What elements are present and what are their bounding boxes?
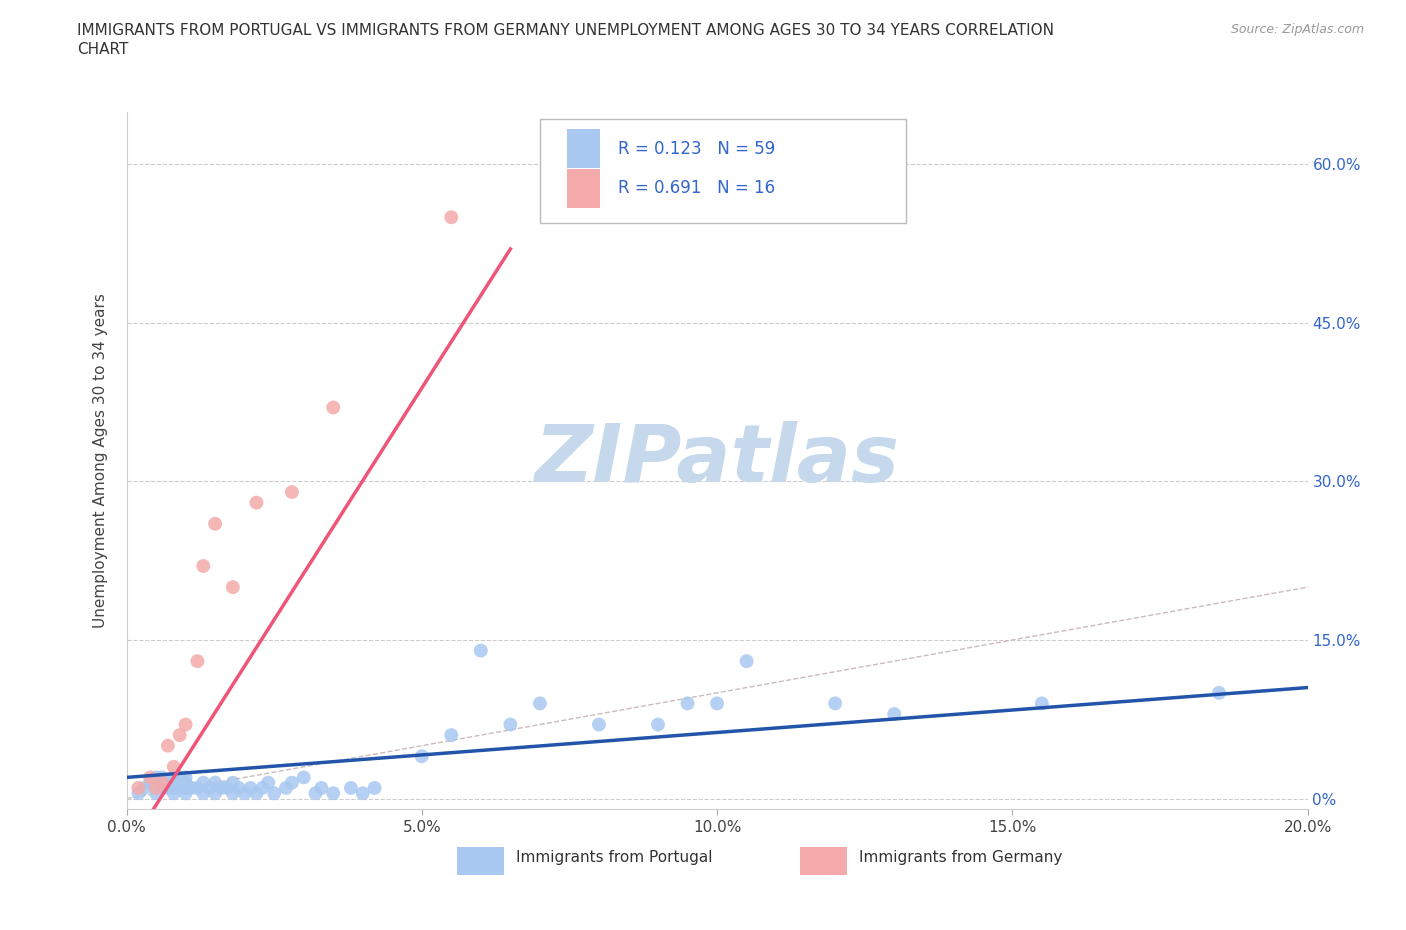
Point [281, 776, 304, 790]
Text: CHART: CHART [77, 42, 129, 57]
Point [824, 696, 846, 711]
Point [169, 770, 191, 785]
Point [150, 780, 173, 795]
Text: Source: ZipAtlas.com: Source: ZipAtlas.com [1230, 23, 1364, 36]
Point [174, 786, 197, 801]
Point [193, 776, 215, 790]
Point [163, 760, 186, 775]
Point [163, 780, 186, 795]
Point [311, 780, 333, 795]
Point [440, 727, 463, 742]
Text: Immigrants from Portugal: Immigrants from Portugal [516, 850, 713, 866]
Point [156, 738, 179, 753]
Point [139, 776, 162, 790]
Point [198, 780, 221, 795]
Point [156, 776, 179, 790]
Point [215, 780, 238, 795]
Point [499, 717, 522, 732]
Point [1208, 685, 1230, 700]
Point [186, 654, 208, 669]
Point [204, 516, 226, 531]
Point [180, 780, 202, 795]
Y-axis label: Unemployment Among Ages 30 to 34 years: Unemployment Among Ages 30 to 34 years [93, 293, 108, 628]
Point [883, 707, 905, 722]
Point [222, 786, 245, 801]
Point [735, 654, 758, 669]
Point [252, 780, 274, 795]
Point [204, 776, 226, 790]
Point [186, 780, 208, 795]
Point [274, 780, 297, 795]
Point [676, 696, 699, 711]
Text: Immigrants from Germany: Immigrants from Germany [859, 850, 1062, 866]
Point [156, 780, 179, 795]
Point [150, 770, 173, 785]
Point [363, 780, 385, 795]
Point [193, 786, 215, 801]
Text: IMMIGRANTS FROM PORTUGAL VS IMMIGRANTS FROM GERMANY UNEMPLOYMENT AMONG AGES 30 T: IMMIGRANTS FROM PORTUGAL VS IMMIGRANTS F… [77, 23, 1054, 38]
Point [163, 786, 186, 801]
Point [150, 776, 173, 790]
FancyBboxPatch shape [457, 847, 505, 875]
Point [145, 770, 167, 785]
Point [292, 770, 315, 785]
Point [263, 786, 285, 801]
Point [281, 485, 304, 499]
Point [470, 644, 492, 658]
Point [222, 579, 245, 594]
Point [588, 717, 610, 732]
Point [174, 776, 197, 790]
Point [322, 400, 344, 415]
Point [193, 559, 215, 574]
FancyBboxPatch shape [567, 169, 600, 207]
Text: R = 0.691   N = 16: R = 0.691 N = 16 [617, 179, 775, 197]
Point [169, 727, 191, 742]
Point [127, 780, 149, 795]
Point [440, 210, 463, 225]
Point [529, 696, 551, 711]
FancyBboxPatch shape [567, 129, 600, 167]
Point [257, 776, 280, 790]
Point [174, 770, 197, 785]
Point [1031, 696, 1053, 711]
Point [706, 696, 728, 711]
Point [209, 780, 232, 795]
Point [134, 780, 156, 795]
Point [228, 780, 250, 795]
Point [174, 717, 197, 732]
Point [145, 786, 167, 801]
Point [647, 717, 669, 732]
Text: ZIPatlas: ZIPatlas [534, 421, 900, 499]
FancyBboxPatch shape [800, 847, 846, 875]
Point [352, 786, 374, 801]
Point [245, 495, 267, 510]
Point [245, 786, 267, 801]
Point [322, 786, 344, 801]
Point [233, 786, 256, 801]
Point [411, 749, 433, 764]
Point [174, 780, 197, 795]
Point [239, 780, 262, 795]
FancyBboxPatch shape [540, 119, 905, 223]
Point [127, 786, 149, 801]
Point [222, 776, 245, 790]
Point [145, 780, 167, 795]
Point [204, 786, 226, 801]
Point [139, 770, 162, 785]
Point [169, 776, 191, 790]
Point [304, 786, 326, 801]
Point [163, 770, 186, 785]
Point [340, 780, 363, 795]
Text: R = 0.123   N = 59: R = 0.123 N = 59 [617, 140, 775, 157]
